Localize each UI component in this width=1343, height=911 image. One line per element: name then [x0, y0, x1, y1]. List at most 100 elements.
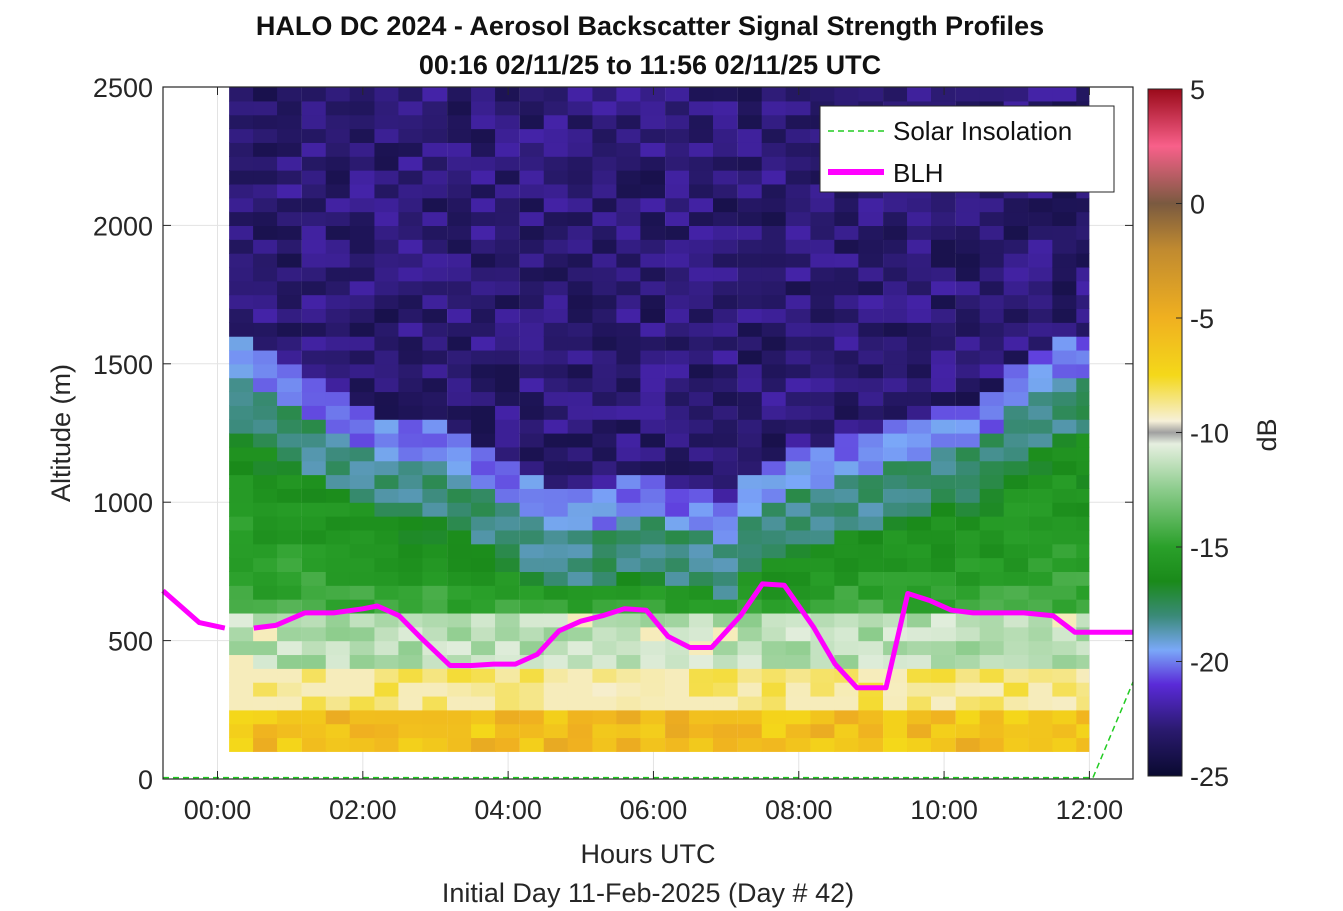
- heatmap-cell: [519, 433, 545, 448]
- heatmap-cell: [761, 266, 787, 282]
- heatmap-cell: [301, 529, 327, 545]
- heatmap-cell: [495, 349, 520, 365]
- heatmap-cell: [737, 100, 763, 116]
- heatmap-cell: [955, 308, 981, 323]
- heatmap-cell: [349, 280, 375, 296]
- heatmap-cell: [713, 100, 738, 116]
- heatmap-cell: [495, 612, 520, 628]
- heatmap-cell: [253, 128, 278, 143]
- heatmap-cell: [689, 433, 714, 448]
- heatmap-cell: [374, 239, 400, 254]
- heatmap-cell: [229, 626, 254, 642]
- heatmap-cell: [640, 460, 666, 476]
- heatmap-cell: [761, 100, 787, 116]
- heatmap-cell: [592, 405, 618, 420]
- heatmap-cell: [229, 363, 254, 379]
- heatmap-cell: [665, 156, 690, 171]
- heatmap-cell: [325, 114, 351, 130]
- heatmap-cell: [883, 585, 908, 600]
- heatmap-cell: [689, 197, 714, 213]
- heatmap-cell: [834, 626, 860, 642]
- heatmap-cell: [301, 419, 327, 434]
- heatmap-cell: [834, 391, 860, 406]
- heatmap-cell: [640, 308, 666, 323]
- heatmap-cell: [858, 405, 884, 420]
- heatmap-cell: [325, 654, 351, 669]
- heatmap-cell: [1076, 529, 1090, 545]
- heatmap-cell: [640, 349, 666, 365]
- heatmap-cell: [640, 156, 666, 171]
- heatmap-cell: [229, 640, 254, 656]
- heatmap-cell: [277, 225, 302, 240]
- heatmap-cell: [640, 433, 666, 448]
- heatmap-cell: [325, 737, 351, 752]
- heatmap-cell: [277, 253, 302, 268]
- heatmap-cell: [229, 197, 254, 213]
- heatmap-cell: [834, 197, 860, 213]
- heatmap-cell: [374, 156, 400, 171]
- heatmap-cell: [931, 280, 956, 296]
- heatmap-cell: [471, 253, 496, 268]
- heatmap-cell: [349, 557, 375, 572]
- heatmap-cell: [834, 336, 860, 351]
- colorbar: 50-5-10-15-20-25 dB: [1147, 75, 1282, 792]
- heatmap-cell: [592, 488, 618, 503]
- heatmap-cell: [616, 668, 642, 683]
- heatmap-cell: [1052, 87, 1078, 102]
- heatmap-cell: [349, 156, 375, 171]
- heatmap-cell: [543, 183, 569, 199]
- heatmap-cell: [689, 668, 714, 683]
- heatmap-cell: [567, 266, 593, 282]
- heatmap-cell: [592, 585, 618, 600]
- heatmap-cell: [519, 349, 545, 365]
- heatmap-cell: [229, 543, 254, 559]
- heatmap-cell: [1076, 502, 1090, 517]
- heatmap-cell: [567, 516, 593, 531]
- heatmap-cell: [1076, 391, 1090, 406]
- y-tick-label: 2000: [93, 211, 153, 241]
- heatmap-cell: [422, 266, 448, 282]
- heatmap-cell: [301, 100, 327, 116]
- heatmap-cell: [567, 695, 593, 711]
- heatmap-cell: [1052, 529, 1078, 545]
- heatmap-cell: [349, 502, 375, 517]
- heatmap-cell: [713, 156, 738, 171]
- heatmap-cell: [592, 695, 618, 711]
- heatmap-cell: [834, 446, 860, 462]
- heatmap-cell: [907, 294, 932, 310]
- heatmap-cell: [1003, 197, 1029, 213]
- heatmap-cell: [253, 585, 278, 600]
- heatmap-cell: [955, 460, 981, 476]
- heatmap-cell: [955, 211, 981, 226]
- heatmap-cell: [979, 280, 1005, 296]
- heatmap-cell: [325, 640, 351, 656]
- heatmap-cell: [398, 460, 424, 476]
- heatmap-cell: [785, 695, 811, 711]
- heatmap-cell: [785, 709, 811, 725]
- heatmap-cell: [567, 239, 593, 254]
- heatmap-cell: [1052, 695, 1078, 711]
- heatmap-cell: [616, 612, 642, 628]
- heatmap-cell: [422, 571, 448, 586]
- heatmap-cell: [325, 170, 351, 185]
- heatmap-cell: [253, 433, 278, 448]
- heatmap-cell: [761, 723, 787, 739]
- heatmap-cell: [1028, 377, 1054, 393]
- heatmap-cell: [1028, 239, 1054, 254]
- heatmap-cell: [277, 460, 302, 476]
- heatmap-cell: [543, 460, 569, 476]
- heatmap-cell: [713, 294, 738, 310]
- heatmap-cell: [616, 488, 642, 503]
- heatmap-cell: [665, 211, 690, 226]
- heatmap-cell: [301, 377, 327, 393]
- heatmap-cell: [229, 253, 254, 268]
- heatmap-cell: [616, 640, 642, 656]
- heatmap-cell: [1028, 723, 1054, 739]
- heatmap-cell: [1003, 336, 1029, 351]
- heatmap-cell: [543, 682, 569, 697]
- heatmap-cell: [834, 363, 860, 379]
- heatmap-cell: [349, 87, 375, 102]
- heatmap-cell: [955, 557, 981, 572]
- heatmap-cell: [1052, 391, 1078, 406]
- heatmap-cell: [931, 529, 956, 545]
